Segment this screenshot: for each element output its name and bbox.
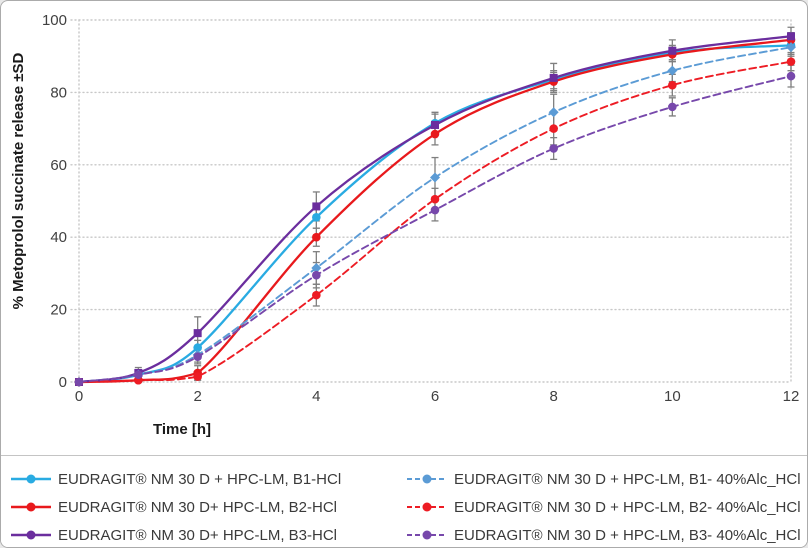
release-plot-canvas: % Metoprolol succinate release ±SD Time … (10, 12, 800, 438)
x-tick-label: 2 (193, 388, 201, 405)
x-tick-label: 12 (783, 388, 800, 405)
data-point-marker (311, 262, 322, 273)
legend-label: EUDRAGIT® NM 30 D+ HPC-LM, B2-HCl (58, 498, 338, 516)
legend-label: EUDRAGIT® NM 30 D + HPC-LM, B3- 40%Alc_H… (454, 526, 801, 544)
legend-line-sample (11, 474, 51, 484)
data-point-marker (430, 205, 440, 215)
legend-item: EUDRAGIT® NM 30 D + HPC-LM, B1- 40%Alc_H… (407, 465, 807, 493)
legend-line-sample (407, 530, 447, 540)
data-point-marker (549, 124, 558, 133)
x-tick-label: 8 (549, 388, 557, 405)
legend-item: EUDRAGIT® NM 30 D + HPC-LM, B3- 40%Alc_H… (407, 521, 807, 547)
y-tick-label: 20 (50, 302, 67, 319)
data-point-marker (549, 73, 558, 82)
legend-item: EUDRAGIT® NM 30 D+ HPC-LM, B2-HCl (11, 493, 399, 521)
series-line-5 (78, 75, 792, 383)
data-point-marker (548, 107, 559, 118)
data-point-marker (193, 372, 202, 381)
data-point-marker (430, 194, 440, 204)
data-point-marker (668, 46, 677, 55)
data-point-marker (74, 377, 84, 387)
y-tick-label: 100 (42, 12, 67, 29)
data-point-marker (312, 212, 321, 222)
y-tick-label: 0 (59, 374, 67, 391)
data-point-marker (668, 80, 677, 90)
legend-marker (26, 530, 36, 540)
x-axis-title: Time [h] (153, 421, 211, 438)
legend-marker (26, 474, 36, 484)
data-point-marker (312, 290, 321, 300)
legend-item: EUDRAGIT® NM 30 D + HPC-LM, B2- 40%Alc_H… (407, 493, 807, 521)
data-point-marker (193, 343, 202, 352)
legend-line-sample (11, 530, 51, 540)
data-point-marker (430, 129, 440, 139)
legend-item: EUDRAGIT® NM 30 D + HPC-LM, B1-HCl (11, 465, 399, 493)
x-tick-label: 0 (75, 388, 83, 405)
data-point-marker (786, 57, 796, 66)
data-point-marker (312, 232, 321, 242)
series-line-3 (78, 46, 792, 383)
data-point-marker (786, 42, 796, 53)
data-point-marker (430, 172, 440, 183)
legend-line-sample (407, 474, 447, 484)
data-point-marker (431, 120, 439, 129)
series-line-0 (77, 44, 793, 384)
x-tick-label: 6 (431, 388, 439, 405)
data-point-marker (667, 65, 678, 76)
legend-item: EUDRAGIT® NM 30 D+ HPC-LM, B3-HCl (11, 521, 399, 547)
legend-label: EUDRAGIT® NM 30 D + HPC-LM, B1-HCl (58, 470, 342, 488)
x-tick-label: 4 (312, 388, 320, 405)
y-tick-label: 60 (50, 157, 67, 174)
y-tick-label: 80 (50, 84, 67, 101)
legend-line-sample (407, 502, 447, 512)
chart-legend: EUDRAGIT® NM 30 D + HPC-LM, B1-HCl EUDRA… (1, 455, 807, 547)
x-tick-label: 10 (664, 388, 681, 405)
legend-line-sample (11, 502, 51, 512)
data-point-marker (312, 202, 321, 211)
legend-label: EUDRAGIT® NM 30 D + HPC-LM, B1- 40%Alc_H… (454, 470, 801, 488)
legend-column-dashed: EUDRAGIT® NM 30 D + HPC-LM, B1- 40%Alc_H… (399, 465, 807, 547)
legend-label: EUDRAGIT® NM 30 D+ HPC-LM, B3-HCl (58, 526, 338, 544)
data-point-marker (549, 144, 558, 153)
data-point-marker (787, 32, 795, 41)
legend-marker (422, 530, 432, 540)
data-point-marker (193, 352, 202, 361)
legend-marker (26, 502, 36, 512)
data-point-marker (134, 370, 143, 380)
data-point-marker (193, 329, 202, 338)
legend-marker (422, 474, 432, 484)
legend-column-solid: EUDRAGIT® NM 30 D + HPC-LM, B1-HCl EUDRA… (1, 465, 399, 547)
series-line-2 (77, 35, 793, 384)
legend-marker (422, 502, 432, 512)
y-axis-title: % Metoprolol succinate release ±SD (10, 53, 27, 310)
legend-label: EUDRAGIT® NM 30 D + HPC-LM, B2- 40%Alc_H… (454, 498, 801, 516)
series-line-4 (78, 60, 792, 383)
data-point-marker (668, 102, 677, 112)
y-tick-label: 40 (50, 229, 67, 246)
data-point-marker (312, 270, 321, 280)
data-point-marker (786, 71, 796, 81)
